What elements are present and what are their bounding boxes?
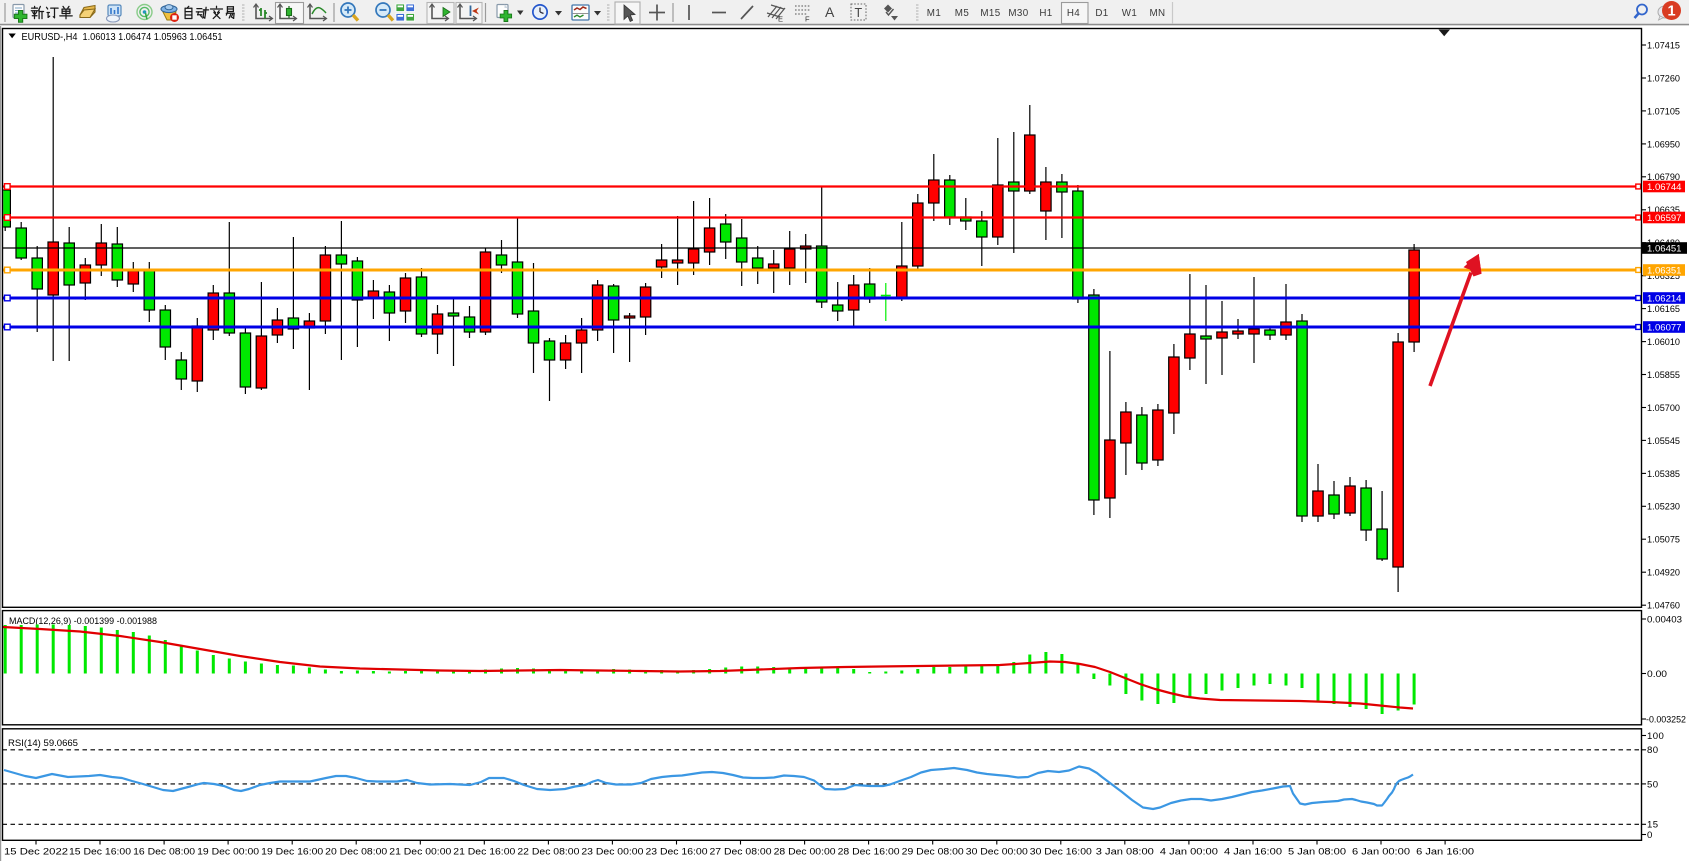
svg-text:5 Jan 08:00: 5 Jan 08:00 <box>1288 847 1346 858</box>
svg-text:23 Dec 00:00: 23 Dec 00:00 <box>581 847 643 858</box>
svg-text:15: 15 <box>1647 820 1658 831</box>
svg-text:1.06950: 1.06950 <box>1647 139 1680 150</box>
svg-text:30 Dec 16:00: 30 Dec 16:00 <box>1030 847 1092 858</box>
svg-text:H4: H4 <box>1067 8 1080 19</box>
svg-text:1.07260: 1.07260 <box>1647 73 1680 84</box>
svg-text:15 Dec 2022: 15 Dec 2022 <box>4 847 68 858</box>
svg-text:3 Jan 08:00: 3 Jan 08:00 <box>1096 847 1154 858</box>
svg-text:1.05230: 1.05230 <box>1647 502 1680 513</box>
svg-text:1.06077: 1.06077 <box>1647 323 1682 334</box>
svg-text:W1: W1 <box>1122 8 1138 19</box>
svg-text:M30: M30 <box>1008 8 1028 19</box>
svg-text:27 Dec 08:00: 27 Dec 08:00 <box>710 847 772 858</box>
svg-text:1.06451: 1.06451 <box>1647 244 1682 255</box>
svg-text:1.06214: 1.06214 <box>1647 294 1682 305</box>
svg-text:16 Dec 08:00: 16 Dec 08:00 <box>133 847 195 858</box>
svg-text:T: T <box>855 6 863 20</box>
svg-text:F: F <box>805 15 810 24</box>
svg-text:1.04760: 1.04760 <box>1647 601 1680 612</box>
svg-text:1.06597: 1.06597 <box>1647 213 1682 224</box>
svg-text:1: 1 <box>1667 4 1675 20</box>
svg-text:6 Jan 00:00: 6 Jan 00:00 <box>1352 847 1410 858</box>
svg-text:1.04920: 1.04920 <box>1647 568 1680 579</box>
svg-text:50: 50 <box>1647 779 1658 790</box>
svg-text:EURUSD-,H4 1.06013 1.06474 1.: EURUSD-,H4 1.06013 1.06474 1.05963 1.064… <box>22 32 223 43</box>
svg-text:1.06325: 1.06325 <box>1647 271 1680 282</box>
svg-text:23 Dec 16:00: 23 Dec 16:00 <box>646 847 708 858</box>
svg-text:M5: M5 <box>955 8 970 19</box>
svg-text:M15: M15 <box>980 8 1000 19</box>
svg-text:0.00: 0.00 <box>1647 669 1667 680</box>
svg-text:30 Dec 00:00: 30 Dec 00:00 <box>966 847 1028 858</box>
svg-text:4 Jan 00:00: 4 Jan 00:00 <box>1160 847 1218 858</box>
svg-text:28 Dec 16:00: 28 Dec 16:00 <box>838 847 900 858</box>
svg-text:29 Dec 08:00: 29 Dec 08:00 <box>902 847 964 858</box>
svg-text:1.05385: 1.05385 <box>1647 469 1680 480</box>
svg-text:1.07415: 1.07415 <box>1647 40 1680 51</box>
svg-text:MN: MN <box>1149 8 1165 19</box>
svg-text:E: E <box>778 15 783 24</box>
svg-text:19 Dec 16:00: 19 Dec 16:00 <box>261 847 323 858</box>
svg-text:M1: M1 <box>927 8 941 19</box>
svg-text:1.06744: 1.06744 <box>1647 182 1682 193</box>
svg-text:A: A <box>825 4 835 20</box>
svg-text:1.07105: 1.07105 <box>1647 106 1680 117</box>
svg-text:22 Dec 08:00: 22 Dec 08:00 <box>517 847 579 858</box>
svg-text:MACD(12,26,9) -0.001399 -0.001: MACD(12,26,9) -0.001399 -0.001988 <box>9 616 157 627</box>
svg-text:1.05075: 1.05075 <box>1647 535 1680 546</box>
svg-text:100: 100 <box>1647 731 1664 742</box>
svg-text:20 Dec 08:00: 20 Dec 08:00 <box>325 847 387 858</box>
svg-text:1.06790: 1.06790 <box>1647 172 1680 183</box>
svg-text:H1: H1 <box>1039 8 1052 19</box>
svg-text:0: 0 <box>1647 830 1653 841</box>
svg-text:1.05545: 1.05545 <box>1647 436 1680 447</box>
svg-text:21 Dec 00:00: 21 Dec 00:00 <box>389 847 451 858</box>
svg-text:1.06635: 1.06635 <box>1647 205 1680 216</box>
svg-text:4 Jan 16:00: 4 Jan 16:00 <box>1224 847 1282 858</box>
svg-text:1.06351: 1.06351 <box>1647 266 1682 277</box>
svg-text:28 Dec 00:00: 28 Dec 00:00 <box>774 847 836 858</box>
svg-text:D1: D1 <box>1095 8 1108 19</box>
svg-text:1.05855: 1.05855 <box>1647 370 1680 381</box>
svg-text:15 Dec 16:00: 15 Dec 16:00 <box>69 847 131 858</box>
svg-text:1.06010: 1.06010 <box>1647 337 1680 348</box>
svg-text:-0.003252: -0.003252 <box>1646 714 1686 725</box>
svg-text:6 Jan 16:00: 6 Jan 16:00 <box>1416 847 1474 858</box>
svg-text:RSI(14) 59.0665: RSI(14) 59.0665 <box>8 738 78 749</box>
svg-text:1.05700: 1.05700 <box>1647 403 1680 414</box>
svg-text:1.06165: 1.06165 <box>1647 304 1680 315</box>
svg-text:80: 80 <box>1647 745 1658 756</box>
svg-text:19 Dec 00:00: 19 Dec 00:00 <box>197 847 259 858</box>
svg-text:21 Dec 16:00: 21 Dec 16:00 <box>453 847 515 858</box>
svg-text:0.00403: 0.00403 <box>1647 614 1682 625</box>
